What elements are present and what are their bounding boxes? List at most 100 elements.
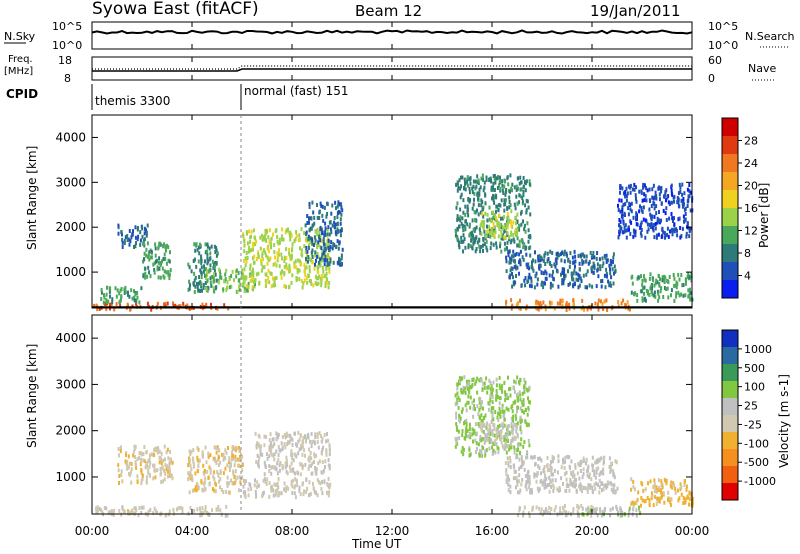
power-cell-13 xyxy=(682,199,685,204)
velocity-cell-6 xyxy=(507,444,510,449)
power-cell-10 xyxy=(599,267,602,272)
velocity-cell-10 xyxy=(672,481,675,486)
velocity-cell-7 xyxy=(509,484,512,489)
velocity-cell-4 xyxy=(315,453,318,458)
velocity-cell-7 xyxy=(507,488,510,493)
power-cell-13 xyxy=(660,186,663,190)
velocity-cell-1 xyxy=(164,463,167,467)
velocity-cell-4 xyxy=(322,445,325,450)
power-cell-3 xyxy=(158,241,161,246)
velocity-cell-4 xyxy=(304,453,306,458)
power-cell-8 xyxy=(527,234,530,239)
power-cell-11 xyxy=(516,302,519,307)
power-cell-6 xyxy=(245,259,248,264)
velocity-cell-10 xyxy=(643,499,646,504)
power-cell-6 xyxy=(305,276,308,281)
power-cell-6 xyxy=(279,271,282,276)
power-cell-11 xyxy=(622,298,625,303)
power-cell-13 xyxy=(618,218,621,222)
velocity-cell-4 xyxy=(306,434,309,438)
velocity-cell-1 xyxy=(118,481,120,485)
power-cell-10 xyxy=(552,276,555,281)
velocity-cell-7 xyxy=(526,479,529,484)
velocity-cell-5 xyxy=(474,438,477,443)
velocity-cell-5 xyxy=(457,405,460,410)
power-cell-8 xyxy=(458,178,461,183)
velocity-cell-4 xyxy=(299,472,302,477)
velocity-cell-10 xyxy=(648,503,651,508)
power-cell-8 xyxy=(500,198,503,203)
velocity-cell-2 xyxy=(207,451,210,456)
power-cell-8 xyxy=(482,177,484,182)
power-cell-6 xyxy=(272,232,274,237)
velocity-cell-2 xyxy=(196,446,199,450)
power-cell-13 xyxy=(659,197,661,202)
velocity-cell-4 xyxy=(303,448,306,453)
velocity-cell-7 xyxy=(563,466,566,470)
power-cell-13 xyxy=(619,209,622,214)
power-cell-10 xyxy=(521,255,524,260)
velocity-cell-9 xyxy=(619,506,622,511)
power-cell-8 xyxy=(467,183,469,188)
velocity-cell-7 xyxy=(534,473,537,477)
velocity-cell-5 xyxy=(491,451,494,456)
power-cell-10 xyxy=(512,254,515,259)
velocity-cell-5 xyxy=(469,422,471,427)
velocity-cell-5 xyxy=(468,431,471,436)
velocity-cell-5 xyxy=(513,447,516,452)
power-cell-7 xyxy=(339,221,342,226)
velocity-cell-1 xyxy=(169,460,172,465)
power-cell-13 xyxy=(652,183,655,188)
power-cell-9 xyxy=(514,221,517,226)
velocity-cell-2 xyxy=(192,459,195,464)
velocity-cell-7 xyxy=(542,469,545,474)
velocity-cell-7 xyxy=(552,485,555,490)
power-cell-1 xyxy=(116,288,119,293)
velocity-cell-2 xyxy=(203,481,205,486)
power-cell-6 xyxy=(278,264,281,269)
power-cell-12 xyxy=(682,293,685,298)
velocity-cell-5 xyxy=(528,385,531,390)
velocity-cell-5 xyxy=(507,438,510,443)
velocity-cell-1 xyxy=(134,462,137,467)
power-cell-13 xyxy=(651,195,654,200)
power-cell-8 xyxy=(490,187,493,192)
velocity-cell-2 xyxy=(228,464,231,469)
velocity-cell-2 xyxy=(192,456,194,461)
velocity-cell-4 xyxy=(316,435,319,440)
velocity-cell-0 xyxy=(133,506,136,511)
power-cell-10 xyxy=(573,268,576,273)
velocity-cell-4 xyxy=(314,466,317,470)
velocity-cell-7 xyxy=(570,459,573,464)
velocity-cell-0 xyxy=(181,506,184,511)
velocity-cell-2 xyxy=(238,475,241,480)
xtick-label: 08:00 xyxy=(275,524,310,538)
velocity-cell-6 xyxy=(511,431,514,436)
velocity-cell-5 xyxy=(503,409,506,414)
velocity-cell-5 xyxy=(471,378,473,383)
velocity-cell-5 xyxy=(526,387,529,392)
velocity-cell-7 xyxy=(590,477,593,482)
velocity-cell-2 xyxy=(188,449,191,454)
power-cell-12 xyxy=(690,272,693,277)
power-cell-9 xyxy=(486,212,489,217)
power-cell-10 xyxy=(557,252,559,257)
power-cell-4 xyxy=(193,242,196,247)
velocity-cell-5 xyxy=(519,378,522,383)
velocity-cell-5 xyxy=(488,437,491,442)
velocity-cell-3 xyxy=(277,493,280,498)
velocity-cell-10 xyxy=(660,483,663,488)
velocity-cell-4 xyxy=(275,449,278,454)
power-cell-10 xyxy=(524,276,527,281)
power-cell-13 xyxy=(626,191,629,196)
power-cell-8 xyxy=(528,179,531,184)
velocity-cell-2 xyxy=(241,463,244,468)
velocity-cell-0 xyxy=(168,509,171,514)
power-cell-13 xyxy=(650,204,653,208)
power-cell-11 xyxy=(561,303,564,308)
power-cell-13 xyxy=(622,230,625,235)
velocity-cell-7 xyxy=(586,473,589,478)
power-cell-4 xyxy=(199,244,202,249)
power-cell-8 xyxy=(455,182,458,187)
power-cell-6 xyxy=(290,280,293,285)
